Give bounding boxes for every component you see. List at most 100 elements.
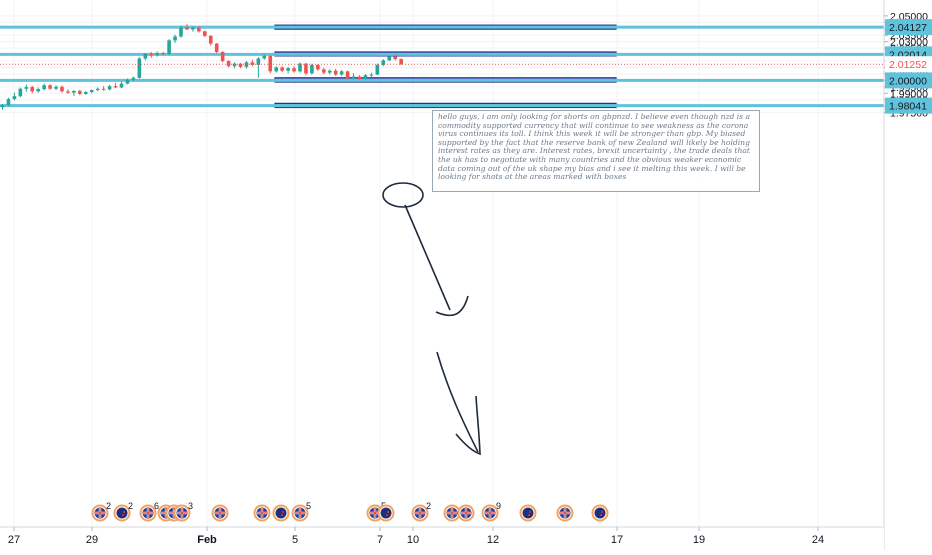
candlestick-series	[0, 24, 403, 110]
candle-body	[292, 68, 296, 72]
candle-body	[274, 67, 278, 72]
economic-events[interactable]: 22635529	[91, 501, 609, 522]
event-marker[interactable]: 2	[411, 501, 432, 522]
candle	[316, 64, 320, 71]
time-tick-label: 17	[611, 534, 623, 546]
candle	[339, 70, 344, 76]
drawn-arrow-2	[436, 351, 479, 453]
candle	[250, 59, 255, 67]
candle-body	[18, 88, 23, 97]
hand-drawn-annotations	[382, 182, 481, 456]
event-count-label: 2	[128, 501, 133, 511]
candle	[72, 90, 76, 96]
candle-body	[399, 59, 403, 65]
candle	[60, 85, 64, 93]
event-marker[interactable]	[457, 504, 475, 522]
candle	[149, 51, 154, 58]
event-marker[interactable]: 3	[173, 501, 194, 522]
event-marker[interactable]: 5	[291, 501, 312, 522]
candle-body	[84, 91, 88, 94]
candle	[363, 73, 368, 80]
candle	[42, 83, 46, 91]
candle-body	[203, 31, 207, 36]
drawn-arrow-1	[404, 204, 451, 311]
nz-flag-icon	[380, 507, 392, 519]
event-count-label: 2	[106, 501, 111, 511]
nz-flag-icon	[386, 514, 388, 516]
nz-flag-icon	[522, 507, 534, 519]
candle-body	[155, 53, 159, 56]
nz-flag-icon	[594, 507, 606, 519]
event-marker[interactable]	[591, 504, 609, 522]
event-marker[interactable]	[377, 504, 395, 522]
candle-body	[143, 53, 148, 59]
candle-body	[48, 85, 52, 89]
analysis-note[interactable]: hello guys, i am only looking for shorts…	[432, 110, 760, 192]
candle-body	[316, 64, 320, 70]
candle-body	[393, 56, 397, 60]
candle-body	[375, 64, 380, 75]
candle-body	[226, 61, 231, 67]
candle	[381, 59, 386, 67]
nz-flag-icon	[281, 514, 283, 516]
time-tick-label: 24	[812, 534, 824, 546]
current-price-label: 2.01252	[889, 59, 927, 71]
candle	[214, 42, 219, 54]
candle	[387, 55, 392, 62]
nz-flag-icon	[601, 511, 603, 513]
event-marker[interactable]: 6	[139, 501, 160, 522]
drawn-arrow-1-head	[435, 295, 469, 317]
candle-body	[381, 60, 386, 65]
candle-body	[322, 69, 326, 73]
candle	[203, 30, 207, 38]
event-marker[interactable]	[272, 504, 290, 522]
event-marker[interactable]	[556, 504, 574, 522]
event-marker[interactable]	[211, 504, 229, 522]
candle	[101, 86, 106, 91]
price-axis[interactable]: 2.050002.045002.040002.035002.030002.025…	[883, 0, 932, 550]
event-marker[interactable]	[443, 504, 461, 522]
candle-body	[387, 56, 392, 61]
candle	[304, 62, 308, 76]
nz-flag-icon	[275, 507, 287, 519]
candle	[310, 63, 314, 75]
candle-body	[363, 75, 368, 80]
candle	[399, 58, 403, 66]
candle-body	[357, 76, 362, 80]
candle-body	[24, 87, 29, 89]
candle-body	[113, 86, 118, 88]
candle-body	[119, 83, 124, 88]
candle	[54, 85, 58, 91]
time-tick-label: 19	[693, 534, 705, 546]
candle-body	[220, 51, 225, 62]
candle	[262, 53, 267, 60]
event-marker[interactable]: 2	[91, 501, 112, 522]
current-price-tag	[885, 56, 932, 73]
candle	[322, 67, 326, 75]
candle	[137, 57, 142, 79]
candle-body	[0, 105, 5, 108]
candle-body	[54, 86, 58, 89]
time-axis[interactable]: 27 29 Feb 5 7 10 12 17 19 24	[0, 526, 884, 550]
candle-body	[304, 63, 308, 74]
nz-flag-icon	[123, 511, 125, 513]
candle	[89, 89, 94, 94]
candle	[36, 87, 40, 93]
candle	[107, 84, 112, 91]
candle	[167, 39, 171, 55]
event-marker[interactable]	[519, 504, 537, 522]
event-marker[interactable]	[253, 504, 271, 522]
candle-body	[89, 90, 94, 92]
nz-flag-icon	[116, 507, 128, 519]
event-marker[interactable]: 2	[113, 501, 134, 522]
nz-flag-icon	[528, 514, 530, 516]
event-count-label: 9	[496, 501, 501, 511]
candle	[161, 51, 165, 56]
candle-body	[327, 70, 332, 73]
event-marker[interactable]: 9	[481, 501, 502, 522]
candle	[131, 76, 136, 82]
event-count-label: 2	[426, 501, 431, 511]
